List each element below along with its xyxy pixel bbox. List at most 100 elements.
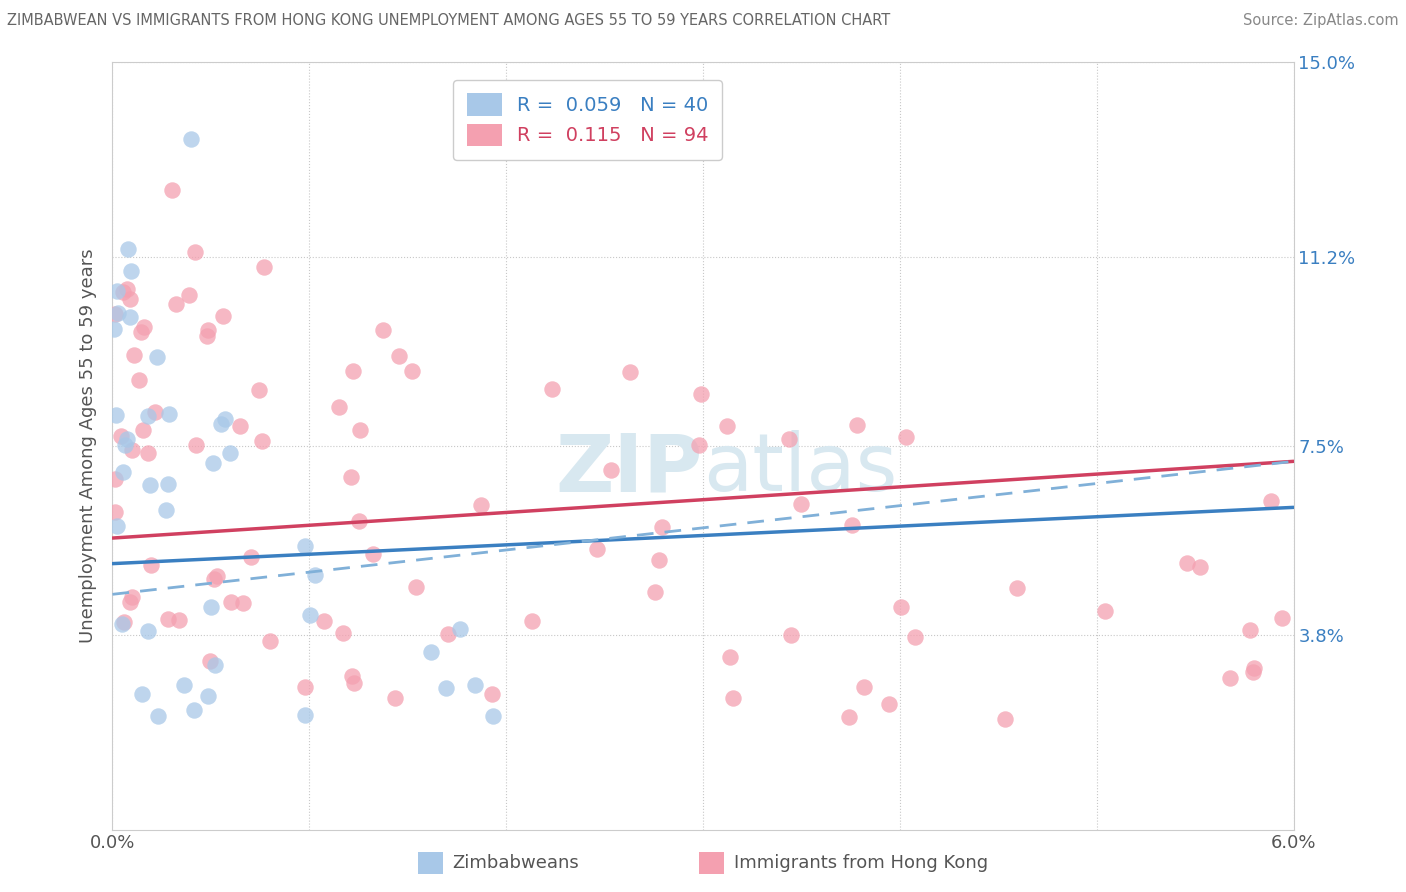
Legend: R =  0.059   N = 40, R =  0.115   N = 94: R = 0.059 N = 40, R = 0.115 N = 94 xyxy=(453,79,723,160)
Point xyxy=(219,446,242,460)
Bar xyxy=(418,852,443,874)
Point xyxy=(138,478,160,492)
Point xyxy=(128,373,150,387)
Point xyxy=(688,438,710,452)
Point xyxy=(239,549,262,564)
Point xyxy=(157,407,180,421)
Point xyxy=(165,296,187,310)
Point xyxy=(470,499,492,513)
Point xyxy=(138,624,160,638)
Point xyxy=(437,627,460,641)
Point xyxy=(139,558,162,572)
Point xyxy=(1175,556,1198,570)
Point xyxy=(204,657,226,672)
Point xyxy=(482,709,505,723)
Point xyxy=(197,323,219,337)
Point xyxy=(232,596,254,610)
Point xyxy=(122,349,145,363)
Point xyxy=(1241,665,1264,679)
Point xyxy=(371,323,394,337)
Point xyxy=(294,539,316,553)
Point xyxy=(294,708,316,723)
Text: Source: ZipAtlas.com: Source: ZipAtlas.com xyxy=(1243,13,1399,29)
Point xyxy=(134,320,156,334)
Point xyxy=(183,703,205,717)
Point xyxy=(177,288,200,302)
Point xyxy=(118,310,141,325)
Point xyxy=(1243,661,1265,675)
Point xyxy=(903,630,925,644)
Point xyxy=(481,687,503,701)
Point xyxy=(111,465,134,479)
Point xyxy=(117,282,139,296)
Point xyxy=(298,608,321,623)
Point xyxy=(145,350,167,364)
Point xyxy=(105,409,128,423)
Point xyxy=(118,292,141,306)
Point xyxy=(401,364,423,378)
Point xyxy=(105,518,128,533)
Point xyxy=(716,418,738,433)
Point xyxy=(211,309,233,323)
Point xyxy=(198,655,221,669)
Point xyxy=(340,470,363,484)
Point xyxy=(104,505,127,519)
Point xyxy=(143,405,166,419)
Point xyxy=(103,322,125,336)
Point xyxy=(1260,494,1282,508)
Point xyxy=(779,628,801,642)
Point xyxy=(651,520,673,534)
Point xyxy=(111,617,134,632)
Point xyxy=(259,633,281,648)
Point xyxy=(112,615,135,629)
Point xyxy=(647,553,669,567)
Point xyxy=(136,409,159,423)
Point xyxy=(202,456,225,470)
Point xyxy=(184,245,207,260)
Point xyxy=(229,419,252,434)
Point xyxy=(349,423,371,437)
Point xyxy=(388,349,411,363)
Point xyxy=(347,514,370,528)
Point xyxy=(247,383,270,397)
Point xyxy=(619,365,641,379)
Text: ZIP: ZIP xyxy=(555,430,703,508)
Point xyxy=(644,584,666,599)
Point xyxy=(200,600,222,615)
Point xyxy=(294,680,316,694)
Point xyxy=(586,542,609,557)
Point xyxy=(361,547,384,561)
Point xyxy=(1094,604,1116,618)
Point xyxy=(180,132,202,146)
Point xyxy=(104,307,127,321)
Point xyxy=(449,622,471,636)
Point xyxy=(195,329,218,343)
Point xyxy=(110,428,132,442)
Point xyxy=(202,572,225,586)
Point xyxy=(340,668,363,682)
Point xyxy=(689,386,711,401)
Point xyxy=(250,434,273,448)
Point xyxy=(107,306,129,320)
Point xyxy=(120,595,142,609)
Point xyxy=(718,650,741,665)
Point xyxy=(209,417,232,431)
Point xyxy=(114,438,136,452)
Point xyxy=(132,423,155,437)
Point xyxy=(156,611,179,625)
Point xyxy=(520,615,543,629)
Point xyxy=(131,687,153,701)
Point xyxy=(420,645,443,659)
Point xyxy=(541,382,564,396)
Text: Immigrants from Hong Kong: Immigrants from Hong Kong xyxy=(734,854,988,872)
Point xyxy=(1188,560,1211,574)
Point xyxy=(1005,582,1028,596)
Text: atlas: atlas xyxy=(703,430,897,508)
Point xyxy=(332,625,354,640)
Point xyxy=(112,285,135,300)
Point xyxy=(994,712,1017,726)
Text: ZIMBABWEAN VS IMMIGRANTS FROM HONG KONG UNEMPLOYMENT AMONG AGES 55 TO 59 YEARS C: ZIMBABWEAN VS IMMIGRANTS FROM HONG KONG … xyxy=(7,13,890,29)
Point xyxy=(384,691,406,706)
Point xyxy=(879,697,901,711)
Point xyxy=(721,691,744,706)
